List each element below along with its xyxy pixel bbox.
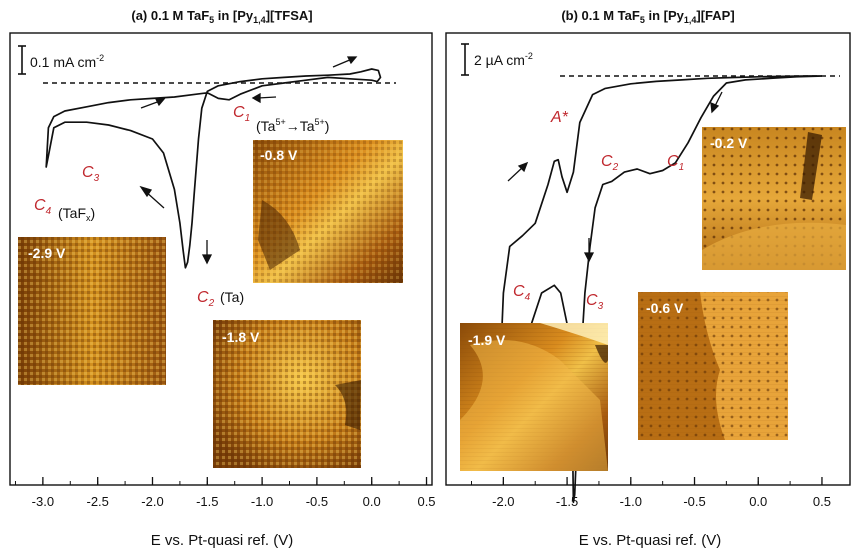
panel-b-x-ticks: -2.0 -1.5 -1.0 -0.5 0.0 0.5 [470, 477, 831, 509]
panel-b-stm-image-3: -0.6 V [638, 292, 788, 440]
panel-b-tick-label: -1.5 [556, 494, 578, 509]
panel-a-tick-label: -0.5 [306, 494, 328, 509]
panel-a-note-c1: (Ta5+→Ta5+) [256, 117, 329, 134]
svg-text:-1.9 V: -1.9 V [468, 332, 506, 348]
panel-a-stm-image-2: -0.8 V [253, 140, 403, 283]
svg-text:-0.2 V: -0.2 V [710, 135, 748, 151]
panel-b-title: (b) 0.1 M TaF5 in [Py1,4][FAP] [561, 8, 734, 25]
panel-a-arrows [139, 56, 358, 265]
panel-a-tick-label: -2.5 [86, 494, 108, 509]
panel-b-tick-label: -1.0 [620, 494, 642, 509]
panel-b: (b) 0.1 M TaF5 in [Py1,4][FAP] 2 µA cm-2… [445, 8, 851, 549]
panel-a-stm-image-3: -1.8 V [213, 320, 361, 468]
panel-a-frame [9, 32, 433, 486]
panel-b-tick-label: -2.0 [492, 494, 514, 509]
panel-a-scale-bar: 0.1 mA cm-2 [18, 45, 104, 75]
panel-b-label-c3: C3 [586, 292, 604, 312]
panel-b-scale-bar: 2 µA cm-2 [461, 43, 533, 76]
panel-a-cv-curve [45, 68, 382, 269]
panel-a: (a) 0.1 M TaF5 in [Py1,4][TFSA] 0.1 mA c… [9, 8, 436, 549]
panel-b-stm-image-1: -0.2 V [702, 127, 846, 270]
panel-a-label-c3: C3 [82, 164, 100, 184]
panel-a-label-c4: C4 [34, 197, 52, 217]
panel-a-tick-label: -1.0 [251, 494, 273, 509]
panel-b-cv-curve [499, 75, 823, 504]
svg-text:2 µA cm-2: 2 µA cm-2 [474, 51, 533, 68]
panel-b-label-c2: C2 [601, 153, 619, 173]
panel-b-frame [445, 32, 851, 486]
panel-b-label-astar: A* [550, 109, 569, 126]
panel-a-label-c2: C2 [197, 289, 215, 309]
svg-text:-0.6 V: -0.6 V [646, 300, 684, 316]
panel-a-note-c4: (TaFx) [58, 205, 95, 223]
panel-a-tick-label: -3.0 [32, 494, 54, 509]
panel-a-note-c2: (Ta) [220, 289, 244, 305]
panel-a-title: (a) 0.1 M TaF5 in [Py1,4][TFSA] [131, 8, 312, 25]
panel-b-tick-label: 0.5 [813, 494, 831, 509]
svg-text:0.1 mA cm-2: 0.1 mA cm-2 [30, 53, 104, 70]
panel-b-tick-label: -0.5 [683, 494, 705, 509]
panel-a-stm-image-1: -2.9 V [18, 237, 166, 385]
panel-b-label-c4: C4 [513, 283, 531, 303]
panel-a-tick-label: -1.5 [196, 494, 218, 509]
panel-a-tick-label: 0.5 [417, 494, 435, 509]
panel-b-x-label: E vs. Pt-quasi ref. (V) [579, 532, 722, 549]
panel-a-tick-label: 0.0 [363, 494, 381, 509]
panel-a-x-label: E vs. Pt-quasi ref. (V) [151, 532, 294, 549]
panel-b-label-c1: C1 [667, 153, 684, 173]
svg-text:-2.9 V: -2.9 V [28, 245, 66, 261]
panel-a-label-c1: C1 [233, 104, 250, 124]
panel-b-arrows [507, 91, 723, 263]
panel-b-stm-image-2: -1.9 V [460, 323, 608, 471]
panel-a-tick-label: -2.0 [141, 494, 163, 509]
panel-a-x-ticks: -3.0 -2.5 -2.0 -1.5 -1.0 -0.5 0.0 0.5 [14, 477, 436, 509]
panel-b-tick-label: 0.0 [749, 494, 767, 509]
svg-text:-0.8 V: -0.8 V [260, 147, 298, 163]
svg-text:-1.8 V: -1.8 V [222, 329, 260, 345]
